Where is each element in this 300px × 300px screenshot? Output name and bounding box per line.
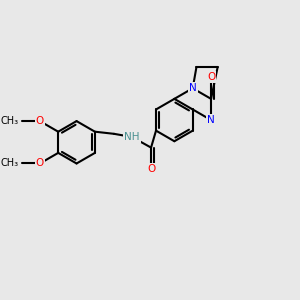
Text: O: O [207, 72, 215, 82]
Text: N: N [189, 83, 196, 93]
Text: O: O [147, 164, 155, 175]
Text: CH₃: CH₃ [1, 116, 19, 126]
Text: O: O [36, 158, 44, 169]
Text: N: N [207, 115, 215, 125]
Text: NH: NH [124, 132, 140, 142]
Text: O: O [36, 116, 44, 126]
Text: CH₃: CH₃ [1, 158, 19, 169]
